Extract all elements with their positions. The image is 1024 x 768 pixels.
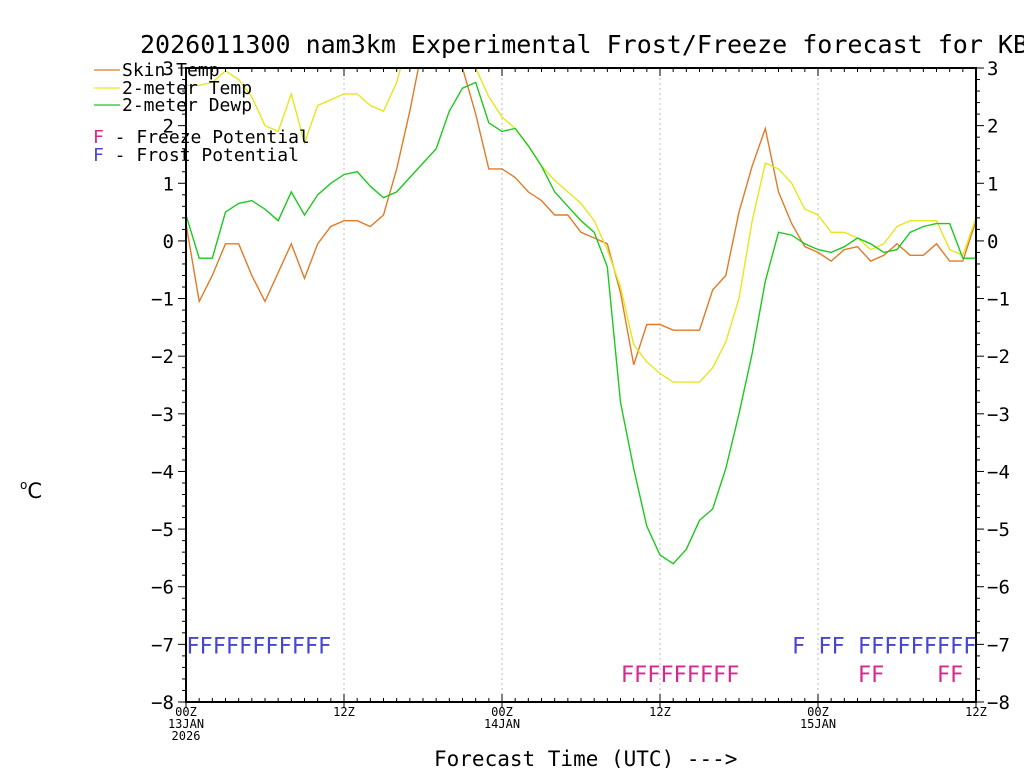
- y-tick-label-right: −7: [987, 634, 1010, 656]
- frost-flag: F: [884, 634, 897, 659]
- frost-flag-sample: F: [93, 145, 104, 166]
- x-tick-label: 00Z: [175, 705, 197, 719]
- legend: Skin Temp 2-meter Temp 2-meter Dewp F - …: [93, 60, 310, 166]
- frost-flag: F: [200, 634, 213, 659]
- frost-flag: F: [818, 634, 831, 659]
- freeze-flag: F: [713, 663, 726, 688]
- frost-flag: F: [186, 634, 199, 659]
- y-tick-label-left: −5: [151, 519, 174, 541]
- frost-potential-label: - Frost Potential: [104, 145, 299, 166]
- freeze-potential-label: - Freeze Potential: [104, 127, 310, 148]
- y-tick-label-left: −8: [151, 692, 174, 714]
- frost-flag: F: [832, 634, 845, 659]
- potential-flags: F F F F F F F F F F F F F F F F F F F F F F FF F F F F F F F F F F F F: [186, 634, 976, 688]
- y-tick-label-right: −2: [987, 346, 1010, 368]
- frost-flag: F: [292, 634, 305, 659]
- frost-flag: F: [897, 634, 910, 659]
- series-line-2-meter-dewp: [186, 81, 976, 565]
- y-tick-label-left: −4: [151, 461, 174, 483]
- frost-flag: F: [279, 634, 292, 659]
- x-tick-label: 2026: [172, 729, 201, 743]
- frost-flag: F: [911, 634, 924, 659]
- y-tick-label-right: −5: [987, 519, 1010, 541]
- frost-flag: F: [213, 634, 226, 659]
- x-axis-label: Forecast Time (UTC) --->: [434, 747, 737, 768]
- y-tick-label-left: 2: [163, 116, 174, 138]
- freeze-flag: F: [674, 663, 687, 688]
- freeze-flag-sample: F: [93, 127, 104, 148]
- freeze-flag: F: [660, 663, 673, 688]
- x-tick-label: 13JAN: [168, 717, 204, 731]
- legend-frost-potential: F - Frost Potential: [93, 145, 299, 166]
- frost-flag: F: [792, 634, 805, 659]
- y-tick-label-left: 1: [163, 173, 174, 195]
- x-tick-label: 15JAN: [800, 717, 836, 731]
- y-tick-label-left: −2: [151, 346, 174, 368]
- y-tick-label-right: −6: [987, 577, 1010, 599]
- frost-flag: F: [937, 634, 950, 659]
- frost-flag: F: [871, 634, 884, 659]
- y-tick-label-left: 0: [163, 231, 174, 253]
- frost-flag: F: [963, 634, 976, 659]
- plot-frame: [185, 67, 977, 703]
- legend-freeze-potential: F - Freeze Potential: [93, 127, 310, 148]
- frost-flag: F: [226, 634, 239, 659]
- freeze-flag: F: [871, 663, 884, 688]
- frost-flag: F: [924, 634, 937, 659]
- legend-label-2m-dewp: 2-meter Dewp: [122, 95, 252, 116]
- y-tick-label-left: −6: [151, 577, 174, 599]
- frost-flag: F: [950, 634, 963, 659]
- series-layer: [186, 68, 976, 565]
- x-tick-label: 00Z: [807, 705, 829, 719]
- x-tick-label: 12Z: [965, 705, 987, 719]
- y-tick-label-right: −1: [987, 289, 1010, 311]
- series-line-2-meter-temp: [186, 68, 976, 383]
- legend-label-2m-temp: 2-meter Temp: [122, 78, 252, 99]
- freeze-flag: F: [726, 663, 739, 688]
- legend-label-skin-temp: Skin Temp: [122, 60, 220, 81]
- y-tick-label-right: 0: [987, 231, 998, 253]
- y-tick-label-right: 3: [987, 58, 998, 80]
- x-tick-label: 14JAN: [484, 717, 520, 731]
- y-tick-label-left: −3: [151, 404, 174, 426]
- frost-flag: F: [318, 634, 331, 659]
- freeze-flag: F: [858, 663, 871, 688]
- y-tick-label-right: 1: [987, 173, 998, 195]
- y-tick-label-left: −7: [151, 634, 174, 656]
- y-tick-label-left: −1: [151, 289, 174, 311]
- freeze-flag: F: [634, 663, 647, 688]
- frost-flag: F: [858, 634, 871, 659]
- frost-flag: F: [252, 634, 265, 659]
- y-tick-label-right: −8: [987, 692, 1010, 714]
- y-axis-label-degree: o: [20, 478, 27, 492]
- frost-flag: F: [239, 634, 252, 659]
- chart-title: 2026011300 nam3km Experimental Frost/Fre…: [140, 30, 1024, 59]
- freeze-flag: F: [950, 663, 963, 688]
- series-line-skin-temp: [186, 68, 976, 366]
- y-tick-label-left: 3: [163, 58, 174, 80]
- y-tick-label-right: −3: [987, 404, 1010, 426]
- grid-lines: [343, 68, 819, 702]
- frost-flag: F: [305, 634, 318, 659]
- y-tick-label-right: 2: [987, 116, 998, 138]
- x-tick-label: 12Z: [333, 705, 355, 719]
- x-tick-label: 00Z: [491, 705, 513, 719]
- y-tick-label-right: −4: [987, 461, 1010, 483]
- y-axis-label-unit: C: [27, 479, 42, 503]
- frost-flag: F: [265, 634, 278, 659]
- axes-layer: −8 −8 −7 −7 −6 −6 −5 −5 −4 −4 −3 −3 −2 −2 −1 −1 0 0 1 1 2 2 3 3…: [151, 58, 1010, 743]
- y-axis-label: oC: [20, 478, 42, 503]
- freeze-flag: F: [700, 663, 713, 688]
- x-tick-label: 12Z: [649, 705, 671, 719]
- freeze-flag: F: [687, 663, 700, 688]
- freeze-flag: F: [647, 663, 660, 688]
- freeze-flag: F: [621, 663, 634, 688]
- freeze-flag: F: [937, 663, 950, 688]
